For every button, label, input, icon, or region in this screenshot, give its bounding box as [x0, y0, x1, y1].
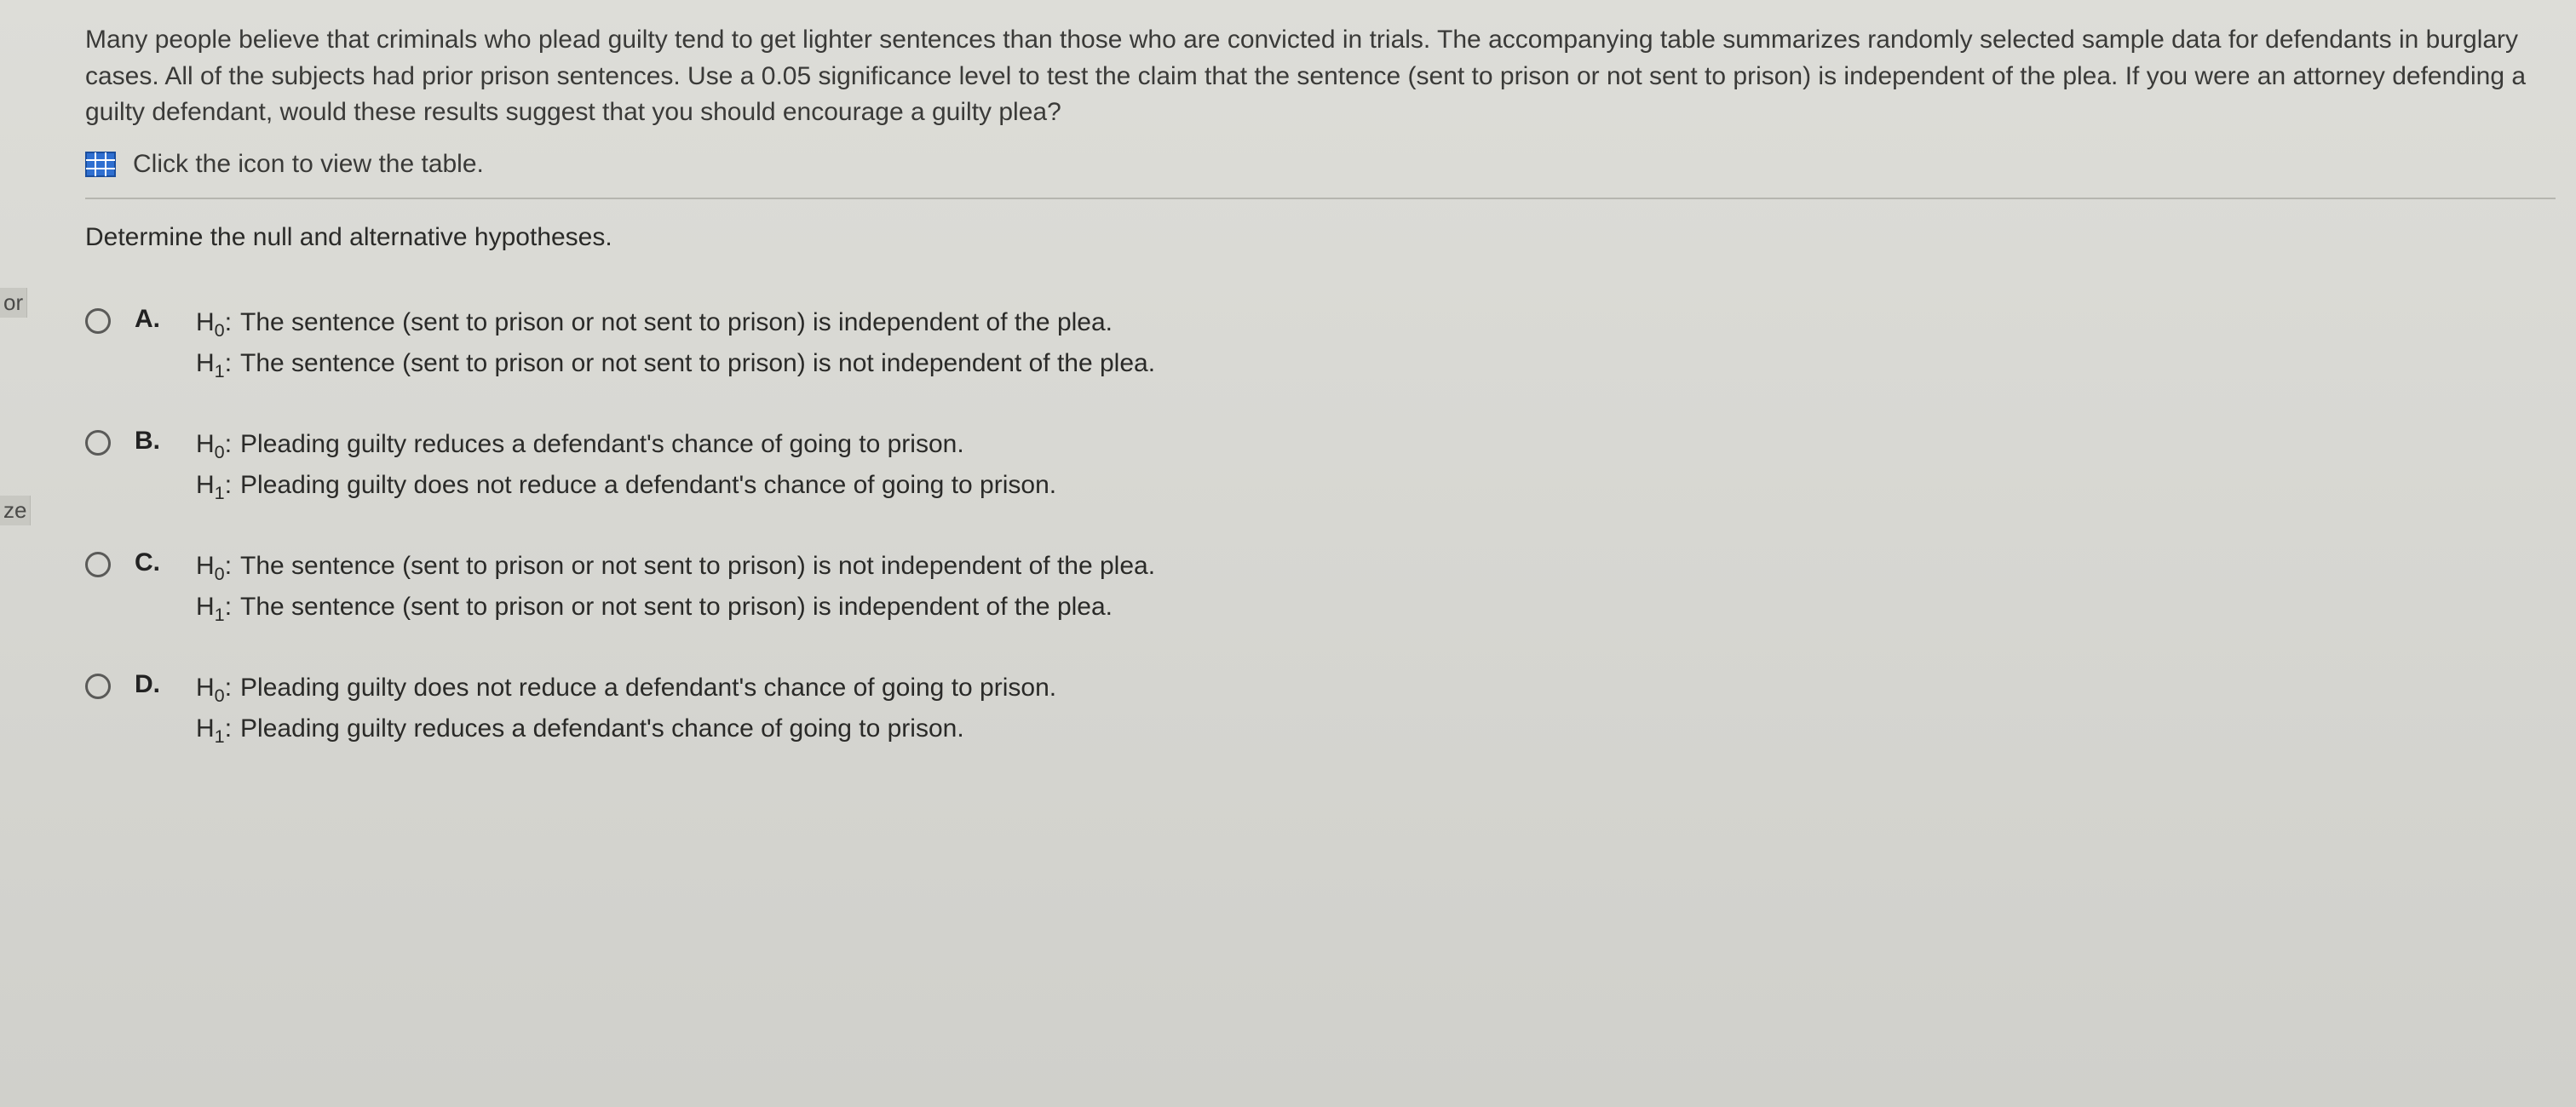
- option-body: H0: Pleading guilty reduces a defendant'…: [196, 425, 1056, 508]
- table-icon[interactable]: [85, 152, 116, 177]
- h0-label: H0:: [196, 668, 232, 709]
- option-letter: A.: [135, 305, 172, 334]
- question-intro: Many people believe that criminals who p…: [85, 22, 2539, 131]
- option-c: C. H0: The sentence (sent to prison or n…: [85, 547, 2576, 629]
- h1-text: Pleading guilty does not reduce a defend…: [240, 466, 1056, 506]
- option-b: B. H0: Pleading guilty reduces a defenda…: [85, 425, 2576, 508]
- option-letter: D.: [135, 670, 172, 699]
- h0-text: The sentence (sent to prison or not sent…: [240, 303, 1113, 343]
- h1-label: H1:: [196, 466, 232, 507]
- question-page: or ze Many people believe that criminals…: [0, 0, 2576, 1107]
- hypothesis-prompt: Determine the null and alternative hypot…: [85, 223, 2576, 252]
- h1-label: H1:: [196, 344, 232, 385]
- h1-line: H1: Pleading guilty does not reduce a de…: [196, 466, 1056, 507]
- option-body: H0: The sentence (sent to prison or not …: [196, 547, 1155, 629]
- h0-line: H0: The sentence (sent to prison or not …: [196, 303, 1155, 344]
- side-tab-ze: ze: [0, 496, 31, 525]
- table-link-text[interactable]: Click the icon to view the table.: [133, 150, 484, 179]
- option-letter: B.: [135, 427, 172, 456]
- h1-line: H1: Pleading guilty reduces a defendant'…: [196, 709, 1056, 750]
- option-d: D. H0: Pleading guilty does not reduce a…: [85, 668, 2576, 751]
- radio-b[interactable]: [85, 430, 111, 456]
- h1-label: H1:: [196, 709, 232, 750]
- option-letter: C.: [135, 548, 172, 577]
- h0-text: Pleading guilty does not reduce a defend…: [240, 668, 1056, 708]
- h0-label: H0:: [196, 547, 232, 588]
- divider: [85, 198, 2556, 199]
- h0-text: The sentence (sent to prison or not sent…: [240, 547, 1155, 587]
- side-tab-or: or: [0, 288, 27, 318]
- h1-line: H1: The sentence (sent to prison or not …: [196, 588, 1155, 628]
- h0-text: Pleading guilty reduces a defendant's ch…: [240, 425, 964, 465]
- h1-text: The sentence (sent to prison or not sent…: [240, 344, 1155, 384]
- h0-label: H0:: [196, 303, 232, 344]
- option-a: A. H0: The sentence (sent to prison or n…: [85, 303, 2576, 386]
- h1-text: The sentence (sent to prison or not sent…: [240, 588, 1113, 628]
- radio-a[interactable]: [85, 308, 111, 334]
- h0-line: H0: Pleading guilty does not reduce a de…: [196, 668, 1056, 709]
- radio-c[interactable]: [85, 552, 111, 577]
- h0-label: H0:: [196, 425, 232, 466]
- option-body: H0: The sentence (sent to prison or not …: [196, 303, 1155, 386]
- table-link-row: Click the icon to view the table.: [85, 150, 2576, 179]
- radio-d[interactable]: [85, 674, 111, 699]
- h1-text: Pleading guilty reduces a defendant's ch…: [240, 709, 964, 749]
- h0-line: H0: The sentence (sent to prison or not …: [196, 547, 1155, 588]
- option-body: H0: Pleading guilty does not reduce a de…: [196, 668, 1056, 751]
- h1-line: H1: The sentence (sent to prison or not …: [196, 344, 1155, 385]
- h0-line: H0: Pleading guilty reduces a defendant'…: [196, 425, 1056, 466]
- h1-label: H1:: [196, 588, 232, 628]
